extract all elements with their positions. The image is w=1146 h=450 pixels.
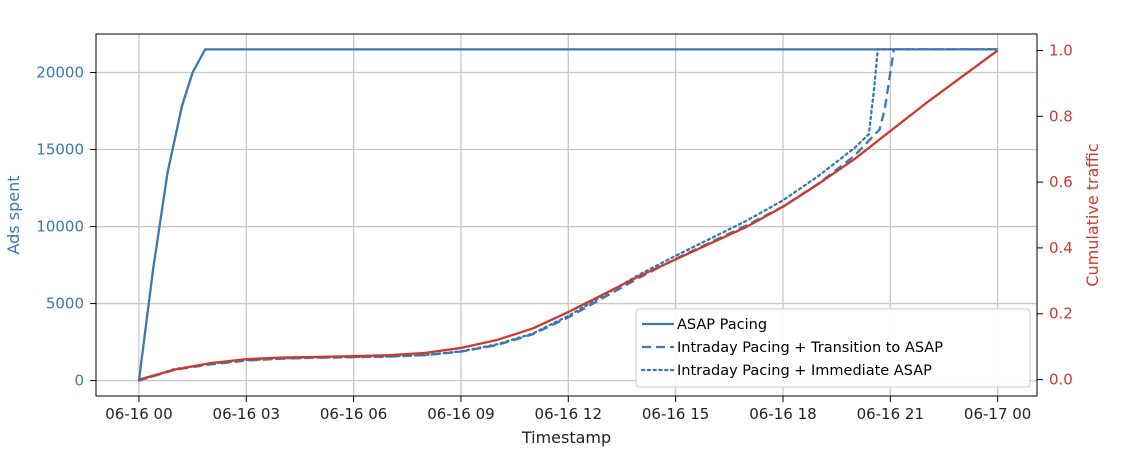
- x-tick-label: 06-16 09: [427, 405, 494, 423]
- legend-label: ASAP Pacing: [677, 317, 767, 333]
- plot-frame: [95, 33, 1038, 397]
- y-left-tick-label: 15000: [36, 141, 84, 159]
- x-tick-label: 06-16 00: [105, 405, 172, 423]
- y-right-tick-label: 0.6: [1049, 173, 1073, 191]
- y-right-tick-label: 1.0: [1049, 41, 1073, 59]
- x-tick-label: 06-16 21: [857, 405, 924, 423]
- x-tick-label: 06-16 12: [535, 405, 602, 423]
- legend: ASAP Pacing Intraday Pacing + Transition …: [635, 308, 1031, 388]
- x-tick-label: 06-16 03: [213, 405, 280, 423]
- legend-box: [635, 308, 1031, 388]
- y-axis-left: 0 5000 10000 15000 20000: [36, 64, 96, 390]
- x-tick-label: 06-16 18: [749, 405, 816, 423]
- y-left-tick-label: 10000: [36, 218, 84, 236]
- y-right-tick-label: 0.2: [1049, 305, 1073, 323]
- plot-area: [95, 33, 1038, 397]
- y-right-tick-label: 0.4: [1049, 239, 1073, 257]
- series-line-asap-pacing: [137, 48, 998, 381]
- x-tick-label: 06-16 15: [642, 405, 709, 423]
- legend-label: Intraday Pacing + Immediate ASAP: [677, 363, 932, 379]
- x-tick-label: 06-16 06: [320, 405, 387, 423]
- y-axis-left-title: Ads spent: [4, 176, 23, 255]
- x-axis: 06-16 00 06-16 03 06-16 06 06-16 09 06-16 12…: [105, 396, 1031, 423]
- x-tick-label: 06-17 00: [964, 405, 1031, 423]
- y-axis-right-title: Cumulative traffic: [1083, 143, 1102, 286]
- y-right-tick-label: 0.0: [1049, 371, 1073, 389]
- legend-label: Intraday Pacing + Transition to ASAP: [677, 340, 943, 356]
- series-lines: [137, 48, 999, 382]
- y-left-tick-label: 20000: [36, 64, 84, 82]
- y-left-tick-label: 0: [74, 372, 84, 390]
- y-right-tick-label: 0.8: [1049, 107, 1073, 125]
- y-left-tick-label: 5000: [46, 295, 84, 313]
- x-axis-title: Timestamp: [521, 428, 611, 447]
- y-axis-right: 0.0 0.2 0.4 0.6 0.8 1.0: [1037, 41, 1073, 389]
- series-line-cumulative-traffic: [138, 49, 999, 381]
